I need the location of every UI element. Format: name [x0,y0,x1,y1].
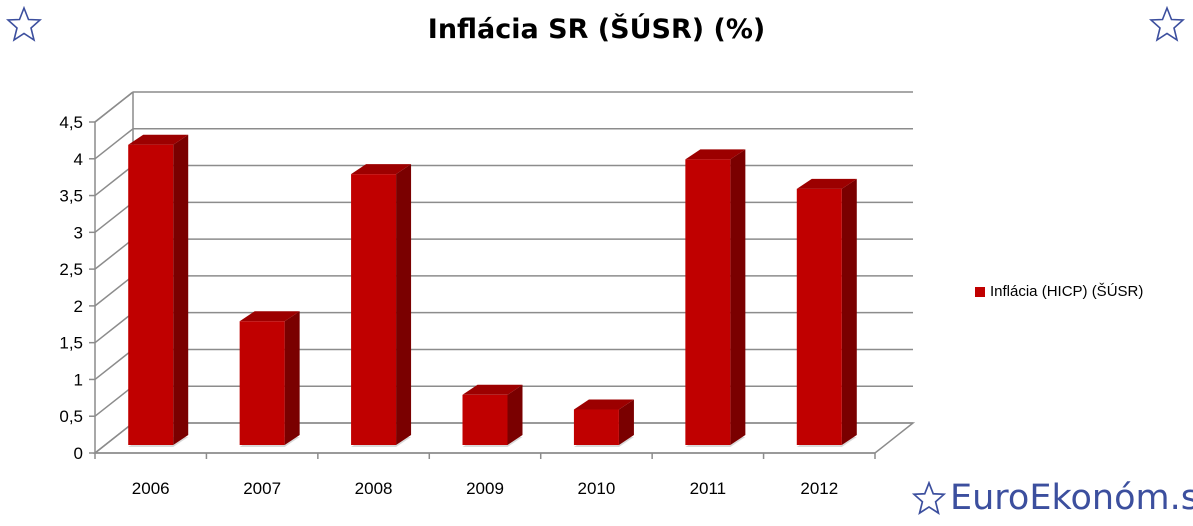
gridline-side [94,164,134,197]
bar-front [239,321,285,445]
star-icon [912,481,946,515]
y-tick-label: 0,5 [59,407,83,426]
bar-top [128,134,189,145]
bar [685,149,746,447]
brand-logo: EuroEkonóm.sk [912,478,1193,518]
bar-top [573,399,634,410]
gridline-side [94,312,134,344]
bar-top [685,149,746,160]
brand-text: EuroEkonóm.sk [950,478,1193,518]
bar-top [796,178,857,189]
x-tick-label: 2011 [690,479,727,498]
bar [796,178,857,447]
gridline-side [94,385,134,417]
bar-side [841,178,857,445]
bar-front [128,144,174,445]
bar [239,311,300,447]
bar-side [284,311,300,445]
x-tick-label: 2010 [578,479,616,498]
bar [573,399,634,447]
legend: Inflácia (HICP) (ŠÚSR) [975,283,1143,300]
star-icon-top-left [6,6,42,42]
legend-label: Inflácia (HICP) (ŠÚSR) [990,283,1144,300]
x-tick-label: 2006 [132,479,170,498]
bar-front [462,394,508,445]
bar-front [573,409,619,445]
bar-side [730,149,746,445]
bar-front [796,188,842,445]
y-tick-label: 1 [74,370,83,389]
y-tick-label: 2,5 [59,260,83,279]
bar-top [239,311,300,322]
y-tick-labels: 0 0,5 1 1,5 2 2,5 3 3,5 4 4,5 [59,113,83,463]
x-tick-labels: 2006 2007 2008 2009 2010 2011 2012 [132,479,838,498]
gridline-side [94,348,134,381]
gridline-side [94,275,134,307]
y-tick-label: 0 [74,444,83,463]
y-tick-label: 2 [74,297,83,316]
bar [462,384,523,447]
gridline-side [94,238,134,270]
y-tick-label: 3,5 [59,187,83,206]
bar-front [685,159,731,445]
legend-swatch [975,286,985,297]
bar-side [618,399,634,445]
bar-side [173,134,189,445]
x-tick-label: 2009 [466,479,504,498]
x-tick-label: 2007 [243,479,281,498]
y-tick-label: 4 [74,150,83,169]
gridline-side [94,201,134,233]
bar [351,164,412,447]
chart-title: Inflácia SR (ŠÚSR) (%) [427,14,766,45]
bar-top [351,164,412,175]
bar [128,134,189,447]
bar-front [351,174,397,445]
bar-side [396,164,412,445]
star-icon-top-right [1149,6,1185,42]
x-tick-label: 2012 [800,479,838,498]
side-wall-top-edge [94,91,134,123]
bar-top [462,384,523,395]
gridline-side [94,128,134,160]
x-tick-label: 2008 [355,479,393,498]
bar-side [507,384,523,445]
bars [128,134,857,447]
y-tick-label: 4,5 [59,113,83,132]
y-tick-label: 1,5 [59,334,83,353]
y-tick-label: 3 [74,223,83,242]
